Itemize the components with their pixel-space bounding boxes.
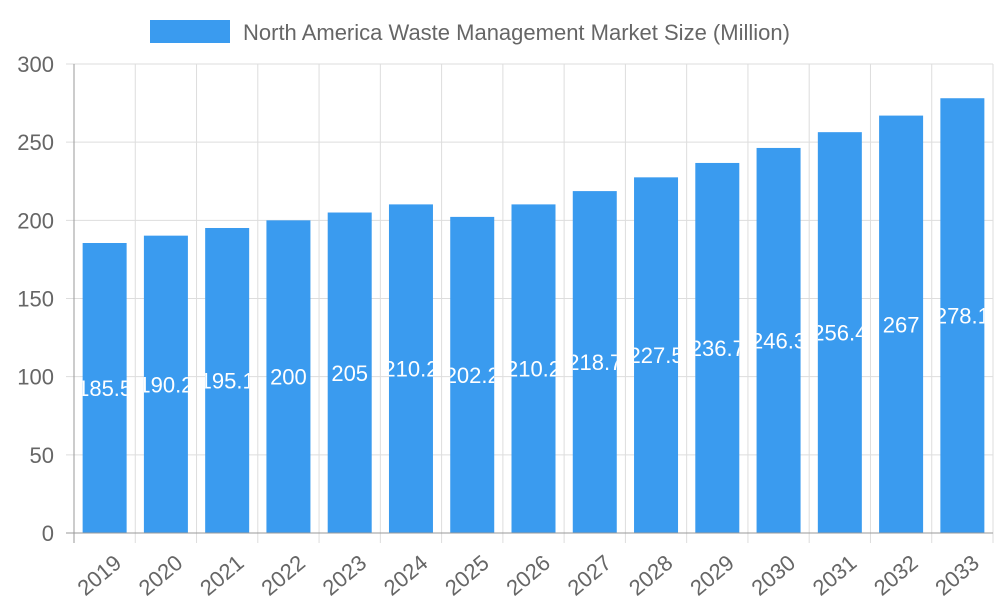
legend-label: North America Waste Management Market Si… (243, 20, 790, 45)
y-tick-label: 100 (17, 365, 54, 390)
y-tick-label: 0 (42, 521, 54, 546)
x-tick-label: 2024 (379, 550, 433, 600)
data-label: 246.3 (751, 328, 806, 353)
bar (143, 235, 188, 534)
x-tick-label: 2030 (746, 550, 800, 600)
data-label: 210.2 (506, 357, 561, 382)
legend[interactable]: North America Waste Management Market Si… (150, 20, 790, 45)
x-tick-label: 2032 (869, 550, 923, 600)
x-tick-label: 2022 (256, 550, 310, 600)
bar (695, 162, 740, 534)
x-tick-label: 2021 (195, 550, 249, 600)
bar (572, 191, 617, 533)
x-tick-label: 2033 (930, 550, 984, 600)
bar (82, 243, 127, 534)
data-label: 190.2 (138, 372, 193, 397)
data-label: 267 (883, 312, 920, 337)
bar (205, 227, 250, 534)
x-tick-label: 2031 (808, 550, 862, 600)
y-tick-label: 200 (17, 208, 54, 233)
x-tick-label: 2027 (563, 550, 617, 600)
bar (450, 216, 495, 534)
data-label: 210.2 (383, 357, 438, 382)
data-label: 195.1 (200, 368, 255, 393)
bar (879, 115, 924, 533)
data-label: 205 (331, 361, 368, 386)
bar (634, 177, 679, 533)
data-label: 256.4 (812, 321, 867, 346)
x-tick-label: 2019 (73, 550, 127, 600)
bar (940, 98, 985, 533)
x-tick-label: 2026 (501, 550, 555, 600)
data-label: 236.7 (690, 336, 745, 361)
y-tick-label: 300 (17, 52, 54, 77)
legend-swatch (150, 20, 230, 43)
bar (388, 204, 433, 533)
bar (511, 204, 556, 533)
data-label: 227.5 (629, 343, 684, 368)
data-label: 202.2 (445, 363, 500, 388)
x-tick-label: 2029 (685, 550, 739, 600)
data-label: 278.1 (935, 304, 990, 329)
x-tick-label: 2028 (624, 550, 678, 600)
y-tick-label: 50 (30, 443, 54, 468)
y-tick-label: 150 (17, 287, 54, 312)
x-tick-label: 2025 (440, 550, 494, 600)
data-label: 200 (270, 365, 307, 390)
x-tick-label: 2020 (134, 550, 188, 600)
y-tick-label: 250 (17, 130, 54, 155)
x-tick-label: 2023 (318, 550, 372, 600)
bar (266, 220, 311, 534)
bar (817, 132, 862, 534)
bar (327, 212, 372, 533)
data-label: 218.7 (567, 350, 622, 375)
data-label: 185.5 (77, 376, 132, 401)
bar (756, 147, 801, 534)
